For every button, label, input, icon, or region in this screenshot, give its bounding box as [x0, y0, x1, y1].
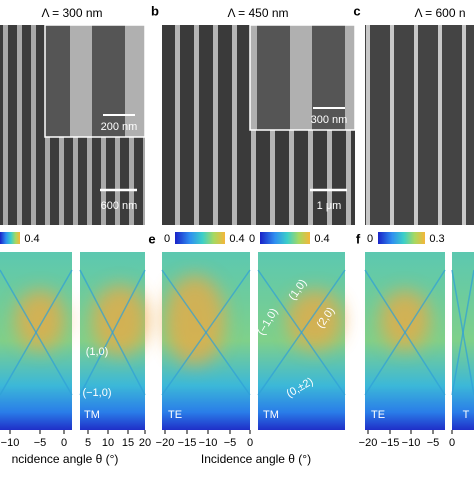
- x-tick-label: 5: [85, 437, 91, 449]
- colorbar: [378, 232, 425, 244]
- colorbar-max: 0.4: [24, 233, 39, 245]
- scale-label: 1 μm: [317, 200, 342, 212]
- map-feature: [161, 269, 251, 396]
- x-axis-label: ncidence angle θ (°): [12, 452, 119, 466]
- sem-inset: [44, 24, 146, 138]
- mode-label: TM: [263, 409, 279, 421]
- panel-title: Λ = 600 n: [414, 6, 465, 20]
- inset-scale-label: 300 nm: [311, 114, 348, 126]
- x-tick-label: 15: [122, 437, 134, 449]
- panel-letter: c: [353, 3, 360, 18]
- colorbar: [260, 232, 310, 244]
- panel-letter: f: [356, 231, 361, 246]
- sem-image: [365, 25, 474, 225]
- panel-letter: e: [148, 231, 155, 246]
- x-tick-label: −20: [359, 437, 378, 449]
- x-tick-label: 0: [449, 437, 455, 449]
- colorbar: [175, 232, 225, 244]
- order-label: (−1,0): [82, 387, 111, 399]
- x-tick-label: −15: [178, 437, 197, 449]
- x-tick-label: 10: [102, 437, 114, 449]
- x-tick-label: 0: [247, 437, 253, 449]
- x-tick-label: 20: [139, 437, 151, 449]
- panel-title: Λ = 300 nm: [41, 6, 102, 20]
- map-feature: [79, 269, 146, 396]
- panel-letter: b: [151, 3, 159, 18]
- map-hotspot: [380, 290, 430, 350]
- x-tick-label: −5: [427, 437, 440, 449]
- mode-label: TE: [168, 409, 182, 421]
- colorbar-min: 0: [367, 233, 373, 245]
- sem-inset: [249, 24, 356, 131]
- x-axis-label: Incidence angle θ (°): [201, 452, 311, 466]
- map-hotspot: [15, 290, 65, 350]
- inset-scale-label: 200 nm: [101, 121, 138, 133]
- map-hotspot: [165, 275, 225, 365]
- map-feature: [451, 269, 474, 396]
- colorbar-min: 0: [164, 233, 170, 245]
- x-tick-label: −5: [224, 437, 237, 449]
- colorbar-max: 0.3: [429, 233, 444, 245]
- x-tick-label: −10: [1, 437, 20, 449]
- scale-label: 600 nm: [101, 200, 138, 212]
- order-label: (1,0): [86, 346, 109, 358]
- map-feature: [257, 269, 346, 396]
- x-tick-label: −20: [156, 437, 175, 449]
- map-hotspot: [287, 290, 343, 350]
- mode-label: TM: [84, 409, 100, 421]
- panel-title: Λ = 450 nm: [227, 6, 288, 20]
- map-hotspot: [92, 285, 148, 355]
- x-tick-label: −10: [199, 437, 218, 449]
- x-tick-label: −15: [381, 437, 400, 449]
- map-feature: [0, 269, 73, 396]
- colorbar: [0, 232, 20, 244]
- mode-label: TE: [371, 409, 385, 421]
- colorbar-max: 0.4: [314, 233, 329, 245]
- colorbar-min: 0: [249, 233, 255, 245]
- map-feature: [364, 269, 446, 396]
- x-tick-label: 0: [61, 437, 67, 449]
- mode-label: T: [463, 409, 470, 421]
- map: [452, 252, 474, 430]
- x-tick-label: −10: [402, 437, 421, 449]
- colorbar-max: 0.4: [229, 233, 244, 245]
- x-tick-label: −5: [34, 437, 47, 449]
